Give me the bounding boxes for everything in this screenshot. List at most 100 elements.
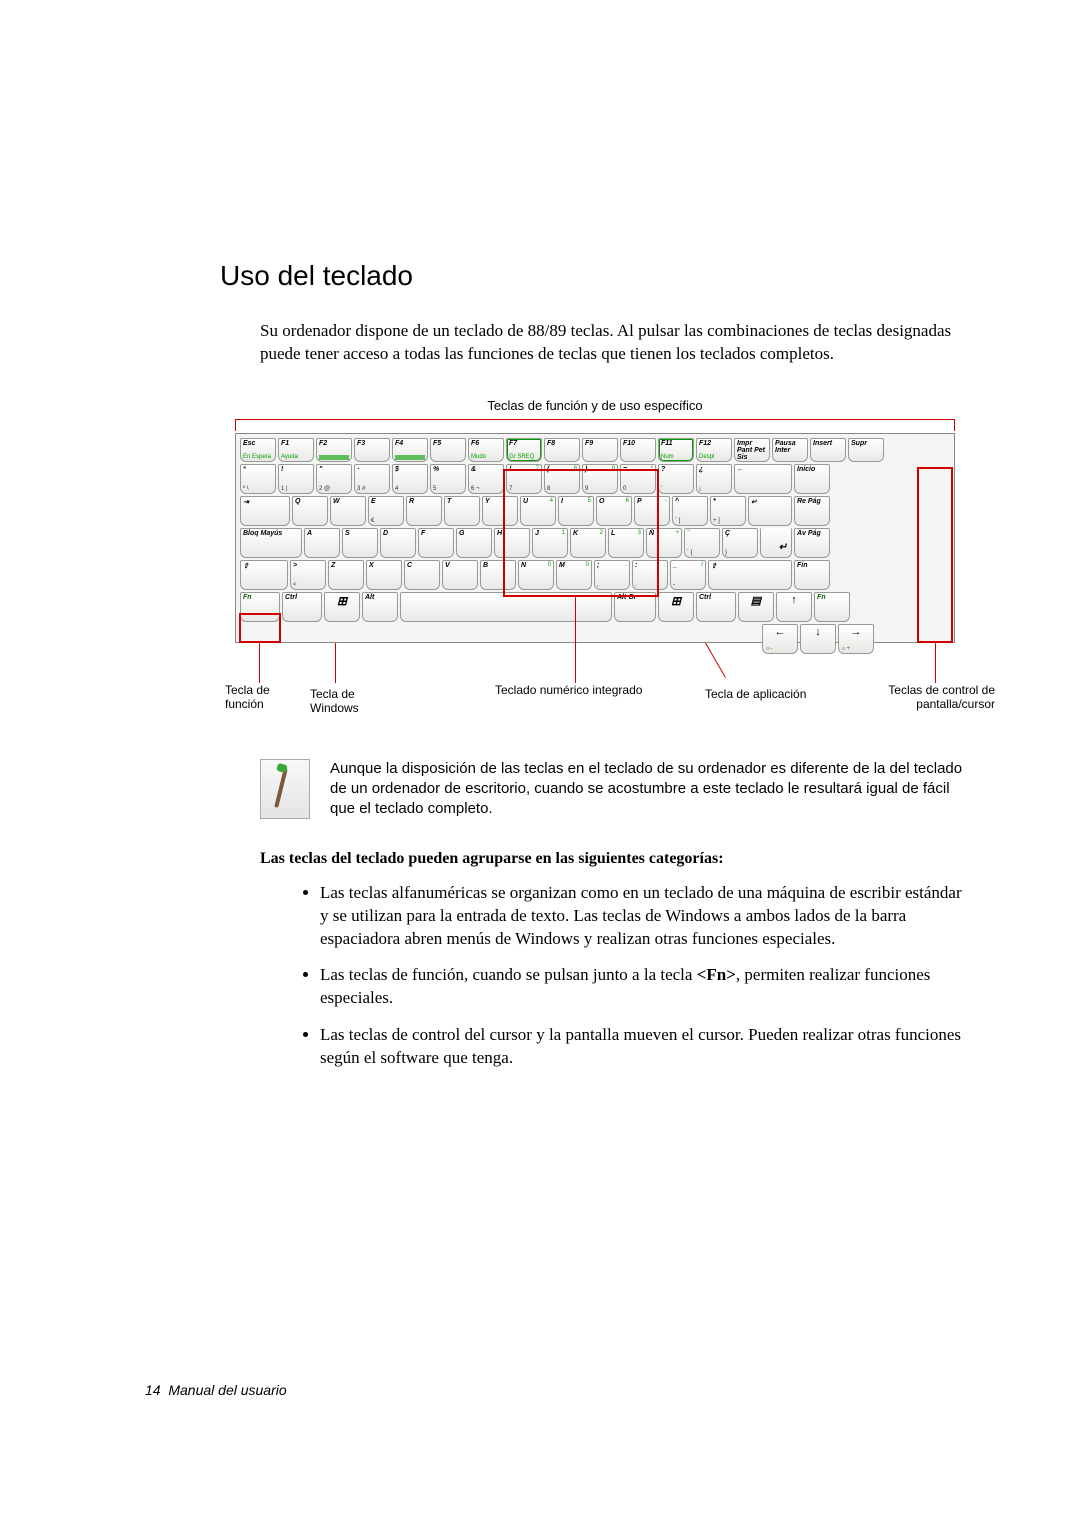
fn-key-literal: <Fn> bbox=[697, 965, 736, 984]
category-item: Las teclas de función, cuando se pulsan … bbox=[320, 964, 970, 1010]
keyboard-key: Z bbox=[328, 560, 364, 590]
keyboard-key: Ctrl bbox=[282, 592, 322, 622]
keyboard-key: Pausa Inter bbox=[772, 438, 808, 462]
keyboard-key: ªº \ bbox=[240, 464, 276, 494]
keyboard-key: A bbox=[304, 528, 340, 558]
keyboard-key: Fn bbox=[814, 592, 850, 622]
keyboard-key: ←☼- bbox=[762, 624, 798, 654]
keyboard-key: Alt Gr bbox=[614, 592, 656, 622]
keyboard-key: N0 bbox=[518, 560, 554, 590]
keyboard-key: E€ bbox=[368, 496, 404, 526]
keyboard-key: ↵ bbox=[760, 528, 792, 558]
keyboard-body: EscEn EsperaF1AyudaF2F3F4F5F6MudoF7Gr SR… bbox=[235, 433, 955, 643]
keyboard-key: T bbox=[444, 496, 480, 526]
keyboard-key: O6 bbox=[596, 496, 632, 526]
note-text: Aunque la disposición de las teclas en e… bbox=[330, 759, 970, 820]
page-number: 14 bbox=[145, 1382, 161, 1398]
callout-line bbox=[935, 643, 936, 683]
keyboard-key: W bbox=[330, 496, 366, 526]
keyboard-key: ← bbox=[734, 464, 792, 494]
keyboard-figure-wrapper: Teclas de función y de uso específico Es… bbox=[220, 398, 970, 719]
keyboard-key: %5 bbox=[430, 464, 466, 494]
keyboard-key: ⊞ bbox=[324, 592, 360, 622]
keyboard-row: Bloq MayúsASDFGHJ1K2L3Ñ+¨´ {Ç}↵Av Pág bbox=[240, 528, 950, 558]
categories-list: Las teclas alfanuméricas se organizan co… bbox=[300, 882, 970, 1071]
keyboard-key: )99 bbox=[582, 464, 618, 494]
top-red-bracket bbox=[235, 419, 955, 431]
keyboard-key: F10 bbox=[620, 438, 656, 462]
figure-top-label: Teclas de función y de uso específico bbox=[220, 398, 970, 413]
keyboard-key: ⇧ bbox=[240, 560, 288, 590]
keyboard-key: Ñ+ bbox=[646, 528, 682, 558]
keyboard-key: >< bbox=[290, 560, 326, 590]
keyboard-key: "2 @ bbox=[316, 464, 352, 494]
category-item: Las teclas alfanuméricas se organizan co… bbox=[320, 882, 970, 951]
keyboard-key: Supr bbox=[848, 438, 884, 462]
keyboard-key: :.. bbox=[632, 560, 668, 590]
keyboard-key bbox=[400, 592, 612, 622]
keyboard-key: ↑ bbox=[776, 592, 812, 622]
keyboard-row: EscEn EsperaF1AyudaF2F3F4F5F6MudoF7Gr SR… bbox=[240, 438, 950, 462]
keyboard-key: Fn bbox=[240, 592, 280, 622]
keyboard-key: ⊞ bbox=[658, 592, 694, 622]
keyboard-row: ⇧><ZXCVBN0M0;,.:.._-/⇧Fin bbox=[240, 560, 950, 590]
keyboard-key: S bbox=[342, 528, 378, 558]
keyboard-key: Inicio bbox=[794, 464, 830, 494]
keyboard-key: =0* bbox=[620, 464, 656, 494]
keyboard-key: !1 | bbox=[278, 464, 314, 494]
label-tecla-aplicacion: Tecla de aplicación bbox=[705, 687, 845, 701]
footer-label: Manual del usuario bbox=[168, 1382, 286, 1398]
keyboard-key: F1Ayuda bbox=[278, 438, 314, 462]
category-item: Las teclas de control del cursor y la pa… bbox=[320, 1024, 970, 1070]
keyboard-key: F11Num bbox=[658, 438, 694, 462]
keyboard-figure: EscEn EsperaF1AyudaF2F3F4F5F6MudoF7Gr SR… bbox=[235, 419, 955, 719]
intro-paragraph: Su ordenador dispone de un teclado de 88… bbox=[260, 320, 970, 366]
keyboard-key: Impr Pant Pet Sis bbox=[734, 438, 770, 462]
page-footer: 14 Manual del usuario bbox=[145, 1382, 287, 1398]
keyboard-key: I5 bbox=[558, 496, 594, 526]
keyboard-key: Ç} bbox=[722, 528, 758, 558]
keyboard-key: *+ ] bbox=[710, 496, 746, 526]
keyboard-key: F4 bbox=[392, 438, 428, 462]
keyboard-key: ·3 # bbox=[354, 464, 390, 494]
keyboard-key: F5 bbox=[430, 438, 466, 462]
callout-line bbox=[335, 643, 336, 683]
section-title: Uso del teclado bbox=[220, 260, 970, 292]
keyboard-key: ¨´ { bbox=[684, 528, 720, 558]
keyboard-key: F9 bbox=[582, 438, 618, 462]
keyboard-key: _-/ bbox=[670, 560, 706, 590]
keyboard-key: D bbox=[380, 528, 416, 558]
keyboard-row: ªº \!1 |"2 @·3 #$4%5&6 ¬/77(88)99=0*?'¿¡… bbox=[240, 464, 950, 494]
callout-line bbox=[575, 597, 576, 683]
keyboard-key: ^` [ bbox=[672, 496, 708, 526]
keyboard-key: V bbox=[442, 560, 478, 590]
keyboard-key: /77 bbox=[506, 464, 542, 494]
keyboard-key: Ctrl bbox=[696, 592, 736, 622]
keyboard-key: ⇧ bbox=[708, 560, 792, 590]
keyboard-key: Y bbox=[482, 496, 518, 526]
keyboard-key: F7Gr SREQ bbox=[506, 438, 542, 462]
keyboard-key: C bbox=[404, 560, 440, 590]
keyboard-row: FnCtrl⊞AltAlt Gr⊞Ctrl▤↑Fn bbox=[240, 592, 950, 622]
keyboard-key: R bbox=[406, 496, 442, 526]
keyboard-key: K2 bbox=[570, 528, 606, 558]
keyboard-key: F8 bbox=[544, 438, 580, 462]
keyboard-key: H bbox=[494, 528, 530, 558]
keyboard-row: ←☼-↓→☼+ bbox=[240, 624, 950, 654]
note-block: Aunque la disposición de las teclas en e… bbox=[260, 759, 970, 820]
keyboard-key: F12Despl bbox=[696, 438, 732, 462]
keyboard-key: →☼+ bbox=[838, 624, 874, 654]
keyboard-key: U4 bbox=[520, 496, 556, 526]
keyboard-key: ↓ bbox=[800, 624, 836, 654]
keyboard-key: J1 bbox=[532, 528, 568, 558]
keyboard-key: Av Pág bbox=[794, 528, 830, 558]
keyboard-key: Q bbox=[292, 496, 328, 526]
label-teclado-numerico: Teclado numérico integrado bbox=[495, 683, 695, 697]
cat2-prefix: Las teclas de función, cuando se pulsan … bbox=[320, 965, 697, 984]
keyboard-key: Insert bbox=[810, 438, 846, 462]
categories-subheading: Las teclas del teclado pueden agruparse … bbox=[260, 850, 970, 868]
keyboard-key: ;,. bbox=[594, 560, 630, 590]
keyboard-key: ¿¡ bbox=[696, 464, 732, 494]
keyboard-key: X bbox=[366, 560, 402, 590]
label-tecla-windows: Tecla de Windows bbox=[310, 687, 390, 716]
